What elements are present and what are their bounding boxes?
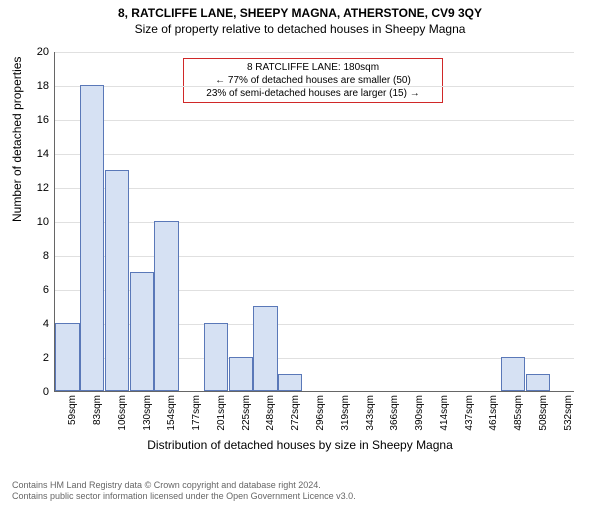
chart-area: 8 RATCLIFFE LANE: 180sqm ← 77% of detach… [54,52,574,392]
x-tick-label: 485sqm [513,395,524,431]
x-tick-label: 225sqm [241,395,252,431]
bar [80,85,104,391]
grid-line [55,120,574,121]
y-axis-label: Number of detached properties [10,57,24,222]
x-tick-label: 201sqm [216,395,227,431]
chart-subtitle: Size of property relative to detached ho… [0,22,600,36]
x-tick-label: 248sqm [265,395,276,431]
bar [501,357,525,391]
plot-area: 8 RATCLIFFE LANE: 180sqm ← 77% of detach… [54,52,574,392]
bar [55,323,79,391]
grid-line [55,154,574,155]
y-tick-label: 6 [43,284,49,296]
bar [526,374,550,391]
y-tick-label: 18 [37,80,49,92]
annotation-line3: 23% of semi-detached houses are larger (… [189,87,437,100]
y-tick-label: 20 [37,46,49,58]
y-tick-label: 2 [43,352,49,364]
x-tick-label: 106sqm [117,395,128,431]
bar [130,272,154,391]
annotation-line1: 8 RATCLIFFE LANE: 180sqm [189,61,437,74]
x-tick-label: 532sqm [563,395,574,431]
y-tick-label: 16 [37,114,49,126]
bar [204,323,228,391]
x-tick-label: 296sqm [315,395,326,431]
x-tick-label: 461sqm [488,395,499,431]
y-tick-label: 0 [43,386,49,398]
x-tick-label: 319sqm [340,395,351,431]
bar [154,221,178,391]
y-tick-label: 4 [43,318,49,330]
y-tick-label: 10 [37,216,49,228]
x-tick-label: 59sqm [67,395,78,425]
y-tick-label: 12 [37,182,49,194]
x-tick-label: 130sqm [142,395,153,431]
x-tick-label: 154sqm [166,395,177,431]
grid-line [55,52,574,53]
x-tick-label: 390sqm [414,395,425,431]
grid-line [55,86,574,87]
x-tick-label: 177sqm [191,395,202,431]
grid-line [55,256,574,257]
x-tick-label: 437sqm [464,395,475,431]
grid-line [55,188,574,189]
bar [253,306,277,391]
annotation-box: 8 RATCLIFFE LANE: 180sqm ← 77% of detach… [183,58,443,103]
x-tick-label: 508sqm [538,395,549,431]
footer-line1: Contains HM Land Registry data © Crown c… [12,480,356,491]
bar [229,357,253,391]
footer-attribution: Contains HM Land Registry data © Crown c… [12,480,356,503]
x-tick-label: 343sqm [365,395,376,431]
x-tick-label: 414sqm [439,395,450,431]
chart-title: 8, RATCLIFFE LANE, SHEEPY MAGNA, ATHERST… [0,6,600,20]
x-tick-label: 366sqm [389,395,400,431]
x-tick-label: 272sqm [290,395,301,431]
bar [278,374,302,391]
y-tick-label: 14 [37,148,49,160]
footer-line2: Contains public sector information licen… [12,491,356,502]
x-axis-label: Distribution of detached houses by size … [0,438,600,452]
bar [105,170,129,391]
grid-line [55,222,574,223]
x-tick-label: 83sqm [92,395,103,425]
y-tick-label: 8 [43,250,49,262]
